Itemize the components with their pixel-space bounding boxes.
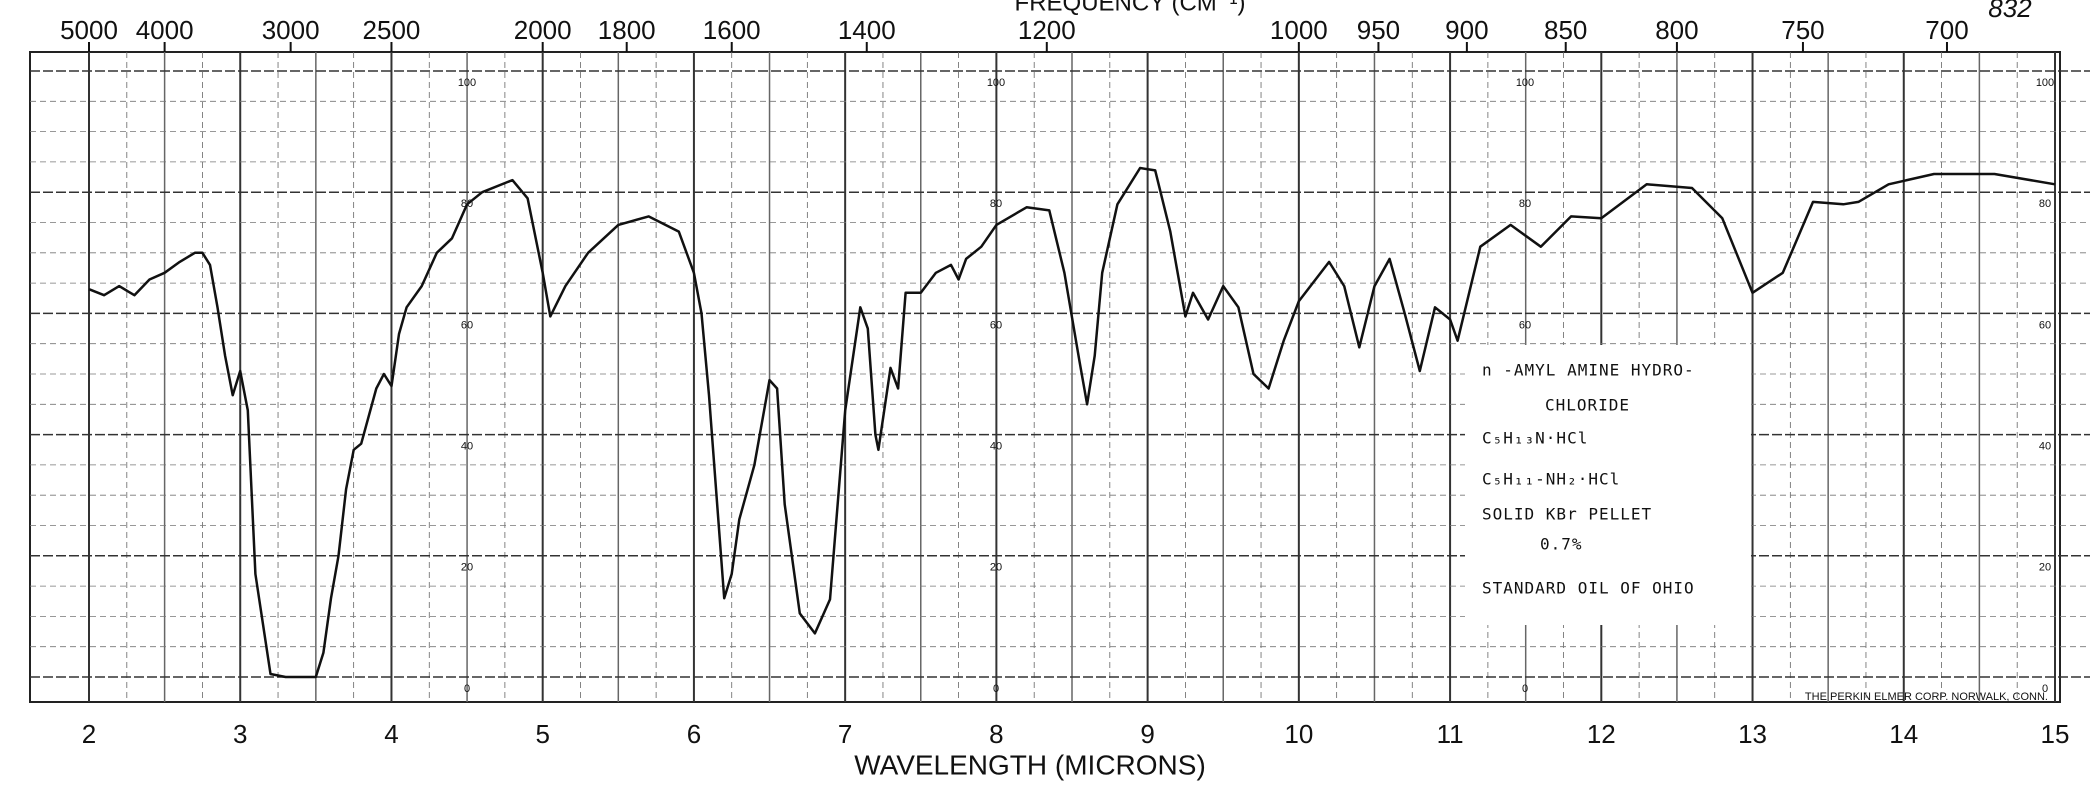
x-tick-label: 11 — [1437, 719, 1464, 749]
x2-tick-label: 800 — [1655, 15, 1698, 45]
y-tick-label: 40 — [990, 441, 1002, 453]
x2-tick-label: 750 — [1781, 15, 1824, 45]
x2-tick-label: 4000 — [136, 15, 194, 45]
y-tick-label: 40 — [461, 441, 473, 453]
x-tick-label: 7 — [838, 719, 852, 749]
x-axis-title: WAVELENGTH (MICRONS) — [854, 749, 1206, 780]
x2-axis-title: FREQUENCY (CM⁻¹) — [1015, 0, 1246, 16]
y-tick-label: 40 — [2039, 441, 2051, 453]
x-tick-label: 9 — [1140, 719, 1154, 749]
x2-tick-label: 950 — [1357, 15, 1400, 45]
y-tick-label: 80 — [1519, 198, 1531, 210]
x-tick-label: 12 — [1587, 719, 1616, 749]
y-tick-label: 100 — [1516, 77, 1534, 89]
y-tick-label: 20 — [2039, 562, 2051, 574]
y-tick-label: 0 — [1522, 683, 1528, 695]
annotation-text: SOLID KBr PELLET — [1482, 505, 1652, 524]
x2-tick-label: 850 — [1544, 15, 1587, 45]
y-tick-label: 60 — [461, 319, 473, 331]
annotation-box — [1465, 345, 1751, 625]
x-tick-label: 5 — [535, 719, 549, 749]
y-tick-label: 100 — [987, 77, 1005, 89]
y-tick-label: 60 — [1519, 319, 1531, 331]
x-tick-label: 14 — [1889, 719, 1918, 749]
y-tick-label: 20 — [990, 562, 1002, 574]
x2-tick-label: 1800 — [598, 15, 656, 45]
x-tick-label: 15 — [2041, 719, 2070, 749]
x2-tick-label: 5000 — [60, 15, 118, 45]
x2-tick-label: 700 — [1925, 15, 1968, 45]
spectrum-line — [88, 166, 2056, 679]
y-tick-label: 0 — [993, 683, 999, 695]
x2-tick-label: 1200 — [1018, 15, 1076, 45]
x-tick-label: 4 — [384, 719, 398, 749]
x-tick-label: 2 — [82, 719, 96, 749]
y-tick-label: 0 — [464, 683, 470, 695]
grid — [29, 51, 2090, 703]
annotation-text: CHLORIDE — [1545, 396, 1630, 415]
y-tick-label: 60 — [990, 319, 1002, 331]
x-tick-label: 13 — [1738, 719, 1767, 749]
x-tick-label: 3 — [233, 719, 247, 749]
annotation-text: C₅H₁₁-NH₂·HCl — [1482, 470, 1620, 489]
y-tick-label: 100 — [2036, 77, 2054, 89]
y-tick-label: 80 — [2039, 198, 2051, 210]
x2-tick-label: 900 — [1445, 15, 1488, 45]
x2-tick-label: 3000 — [262, 15, 320, 45]
x2-tick-label: 2000 — [514, 15, 572, 45]
y-tick-label: 60 — [2039, 319, 2051, 331]
x-tick-label: 6 — [687, 719, 701, 749]
x2-tick-label: 2500 — [363, 15, 421, 45]
y-tick-label: 100 — [458, 77, 476, 89]
annotation-text: 0.7% — [1540, 535, 1583, 554]
x-tick-label: 8 — [989, 719, 1003, 749]
annotation-text: C₅H₁₃N·HCl — [1482, 429, 1588, 448]
y-tick-label: 80 — [990, 198, 1002, 210]
x2-tick-label: 1600 — [703, 15, 761, 45]
x2-tick-label: 1400 — [838, 15, 896, 45]
y-tick-label: 20 — [461, 562, 473, 574]
x-tick-label: 10 — [1284, 719, 1313, 749]
y-tick-label: 0 — [2042, 683, 2048, 695]
x2-tick-label: 1000 — [1270, 15, 1328, 45]
annotation-text: n -AMYL AMINE HYDRO- — [1482, 361, 1695, 380]
annotation-text: STANDARD OIL OF OHIO — [1482, 579, 1695, 598]
plot-frame — [29, 51, 2061, 703]
page-number: 832 — [1988, 0, 2032, 23]
